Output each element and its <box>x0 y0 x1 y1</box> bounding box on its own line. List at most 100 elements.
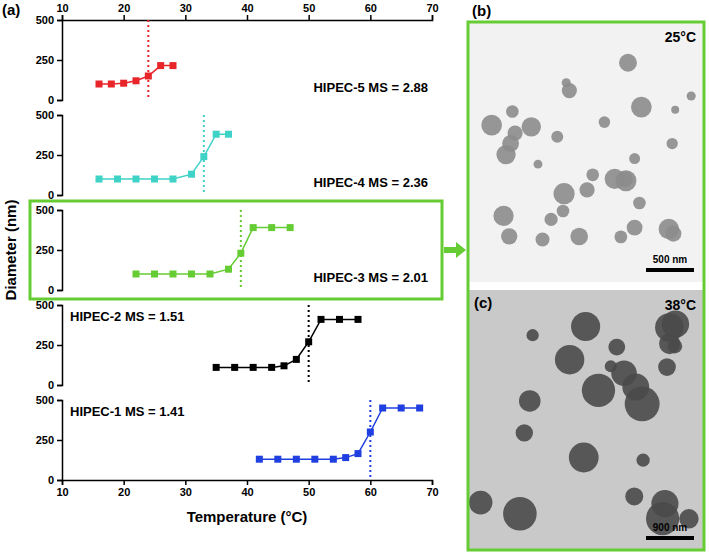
tick: 30 <box>180 480 192 498</box>
tick-mark <box>57 400 62 402</box>
y-axis-line <box>57 306 63 386</box>
tick-mark <box>57 305 62 307</box>
tick-mark <box>57 210 62 212</box>
scale-bar <box>646 536 694 540</box>
scale-bar <box>646 268 694 272</box>
tick-mark <box>57 345 62 347</box>
tick-mark <box>308 15 310 20</box>
tick-label: 0 <box>48 284 54 296</box>
tick-label: 50 <box>303 486 315 498</box>
annotation: HIPEC-2 MS = 1.51 <box>70 309 185 324</box>
particle <box>534 160 543 169</box>
tick-mark <box>57 480 62 482</box>
plot-area <box>256 400 423 480</box>
particle <box>506 105 519 118</box>
tick-label: 20 <box>118 486 130 498</box>
tick-mark <box>370 480 372 485</box>
tick: 60 <box>365 2 377 20</box>
tick-label: 30 <box>180 486 192 498</box>
image-frame <box>468 22 704 550</box>
marker <box>200 153 207 160</box>
particle <box>627 220 643 236</box>
temperature-label: 38°C <box>665 297 696 313</box>
tick-mark <box>62 480 64 485</box>
tick: 70 <box>426 2 438 20</box>
y-axis-line <box>57 21 63 101</box>
particle <box>503 497 537 531</box>
particle <box>536 232 550 246</box>
plot-area <box>96 115 233 195</box>
marker <box>207 271 214 278</box>
scale-bar-label: 500 nm <box>653 254 688 265</box>
particle <box>658 358 676 376</box>
particle <box>671 106 679 114</box>
tick-mark <box>57 20 62 22</box>
tick-label: 0 <box>48 474 54 486</box>
tick-label: 500 <box>36 204 54 216</box>
tick: 500 <box>36 14 62 26</box>
tick-mark <box>57 100 62 102</box>
tick-mark <box>123 480 125 485</box>
annotation: HIPEC-3 MS = 2.01 <box>313 270 428 285</box>
tick: 250 <box>36 244 62 256</box>
tick-mark <box>57 155 62 157</box>
marker <box>213 364 220 371</box>
marker <box>188 171 195 178</box>
tick-mark <box>62 15 64 20</box>
y-axis-line <box>57 401 63 481</box>
tick-mark <box>185 480 187 485</box>
marker <box>330 456 337 463</box>
tick-mark <box>247 480 249 485</box>
particle <box>599 116 611 128</box>
x-axis-line <box>63 481 433 486</box>
marker <box>170 62 177 69</box>
tick: 0 <box>48 284 62 296</box>
micrograph <box>468 22 704 282</box>
particle <box>636 454 649 467</box>
marker <box>305 338 312 345</box>
particle <box>569 443 599 473</box>
particle <box>619 54 637 72</box>
particle <box>659 219 679 239</box>
particle <box>493 206 513 226</box>
particle <box>629 153 640 164</box>
particle <box>570 228 588 246</box>
marker <box>311 456 318 463</box>
plot-area <box>133 210 294 290</box>
tick-label: 40 <box>241 2 253 14</box>
panel-label: (c) <box>474 294 492 311</box>
tick: 60 <box>365 480 377 498</box>
tick-label: 250 <box>36 244 54 256</box>
marker <box>398 405 405 412</box>
marker <box>250 364 257 371</box>
tick-mark <box>370 15 372 20</box>
marker <box>188 271 195 278</box>
arrow-head <box>456 242 466 258</box>
tick-label: 40 <box>241 486 253 498</box>
tick-mark <box>57 440 62 442</box>
tick: 40 <box>241 2 253 20</box>
marker <box>250 224 257 231</box>
tick: 500 <box>36 394 62 406</box>
particle <box>469 491 493 515</box>
y-axis: 0 250 500 <box>36 204 63 296</box>
tick: 0 <box>48 189 62 201</box>
tick-mark <box>123 15 125 20</box>
particle <box>667 138 678 149</box>
tick-label: 250 <box>36 54 54 66</box>
marker <box>225 266 232 273</box>
tick-label: 10 <box>56 2 68 14</box>
tick-label: 70 <box>426 486 438 498</box>
particle <box>502 135 519 152</box>
particle <box>516 424 533 441</box>
tick-label: 0 <box>48 189 54 201</box>
marker <box>133 176 140 183</box>
particle <box>555 345 584 374</box>
tick: 250 <box>36 434 62 446</box>
tick-label: 70 <box>426 2 438 14</box>
tick-label: 250 <box>36 339 54 351</box>
annotation: HIPEC-5 MS = 2.88 <box>313 80 428 95</box>
y-axis-title: Diameter (nm) <box>2 200 19 301</box>
particle <box>562 78 571 87</box>
tick: 0 <box>48 474 62 486</box>
